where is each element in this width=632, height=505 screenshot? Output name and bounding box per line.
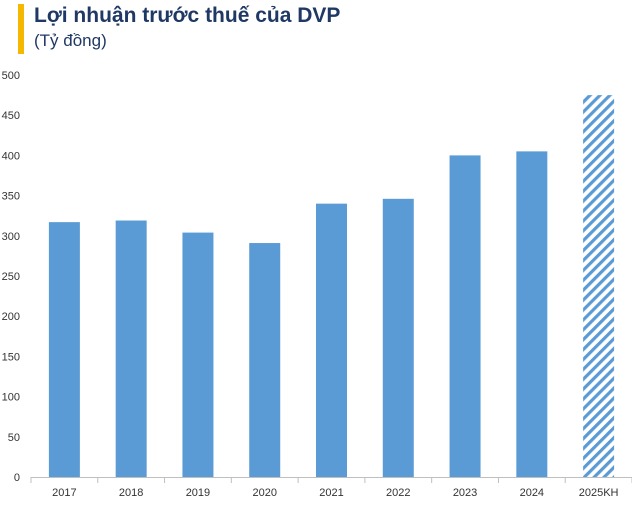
y-tick-label: 150 [2,351,20,363]
x-tick-label: 2022 [386,487,410,499]
y-axis: 0 50 100 150 200 250 300 350 400 450 500 [2,70,20,484]
x-tick-label: 2019 [186,487,210,499]
x-tick-label: 2018 [119,487,143,499]
bar [115,220,147,478]
y-tick-label: 250 [2,271,20,283]
y-tick-label: 0 [14,472,20,484]
bar [249,243,281,477]
y-tick-label: 50 [8,432,20,444]
x-tick-label: 2021 [319,487,343,499]
y-tick-label: 200 [2,311,20,323]
y-tick-label: 450 [2,110,20,122]
bar-plan [583,95,615,477]
y-tick-label: 400 [2,150,20,162]
y-tick-label: 100 [2,392,20,404]
x-axis: 2017 2018 2019 2020 2021 2022 2023 2024 2025KH [30,477,632,499]
bar [182,232,214,477]
bar [382,198,414,478]
y-tick-label: 500 [2,70,20,82]
y-tick-label: 350 [2,191,20,203]
chart-title: Lợi nhuận trước thuế của DVP [34,4,341,27]
x-tick-label: 2023 [453,487,477,499]
x-tick-label: 2025KH [579,487,619,499]
x-tick-label: 2024 [520,487,544,499]
bars-group [48,95,615,478]
bar [449,155,481,477]
x-tick-label: 2017 [52,487,76,499]
bar [48,222,80,477]
bar [316,203,347,477]
y-tick-label: 300 [2,231,20,243]
x-tick-label: 2020 [252,487,276,499]
bar [516,151,548,477]
chart-subtitle: (Tỷ đồng) [34,31,107,50]
title-accent-bar [18,4,24,54]
